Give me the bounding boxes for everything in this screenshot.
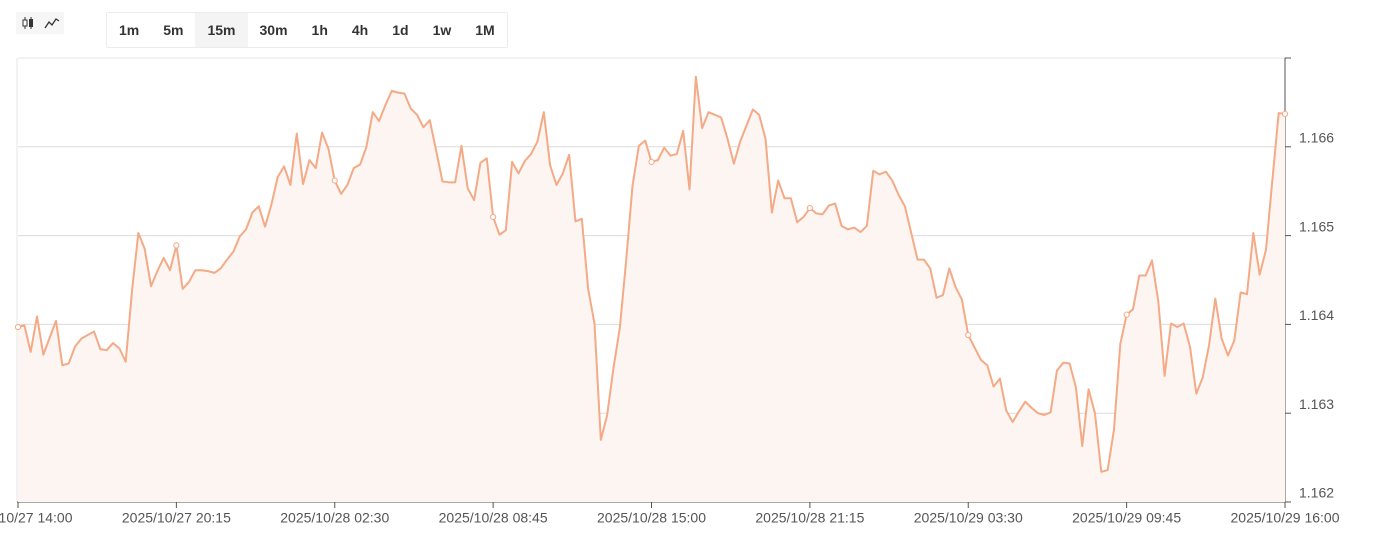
interval-button[interactable]: 30m [247, 13, 300, 47]
point-marker [1123, 311, 1130, 318]
area-fill [18, 76, 1285, 503]
interval-toolbar: 1m 5m 15m 30m 1h 4h 1d 1w 1M [106, 12, 508, 48]
x-tick-label: 2025/10/27 14:00 [0, 510, 73, 526]
x-tick-label: 2025/10/29 09:45 [1072, 510, 1181, 526]
y-tick-label: 1.163 [1299, 396, 1334, 412]
y-tick-label: 1.165 [1299, 218, 1334, 234]
x-tick-label: 2025/10/27 20:15 [122, 510, 231, 526]
point-marker [331, 177, 338, 184]
line-icon[interactable] [40, 12, 64, 34]
point-marker [965, 331, 972, 339]
y-tick-label: 1.166 [1299, 130, 1334, 146]
point-marker [1281, 110, 1289, 118]
chart-style-switch [16, 12, 64, 34]
x-tick-label: 2025/10/28 08:45 [439, 510, 548, 526]
interval-button[interactable]: 1h [299, 13, 340, 47]
point-marker [14, 323, 22, 331]
interval-button[interactable]: 4h [339, 13, 381, 47]
point-marker [490, 213, 497, 221]
x-tick-label: 2025/10/28 21:15 [755, 510, 864, 526]
point-marker [806, 204, 813, 212]
interval-button[interactable]: 1w [420, 13, 464, 47]
line-glyph [44, 18, 60, 29]
y-tick-label: 1.164 [1299, 307, 1334, 323]
x-tick-label: 2025/10/29 16:00 [1231, 510, 1340, 526]
point-marker [648, 158, 655, 165]
interval-button[interactable]: 15m [195, 13, 248, 47]
interval-button[interactable]: 1m [107, 13, 152, 47]
x-tick-label: 2025/10/29 03:30 [914, 510, 1023, 526]
x-tick-label: 2025/10/28 15:00 [597, 510, 706, 526]
x-tick-label: 2025/10/28 02:30 [280, 510, 389, 526]
interval-button[interactable]: 1M [463, 13, 507, 47]
y-tick-label: 1.162 [1299, 485, 1334, 501]
interval-button[interactable]: 5m [151, 13, 196, 47]
candlestick-glyph [22, 17, 33, 29]
candlestick-icon[interactable] [16, 12, 40, 34]
interval-button[interactable]: 1d [380, 13, 421, 47]
point-marker [173, 242, 180, 249]
